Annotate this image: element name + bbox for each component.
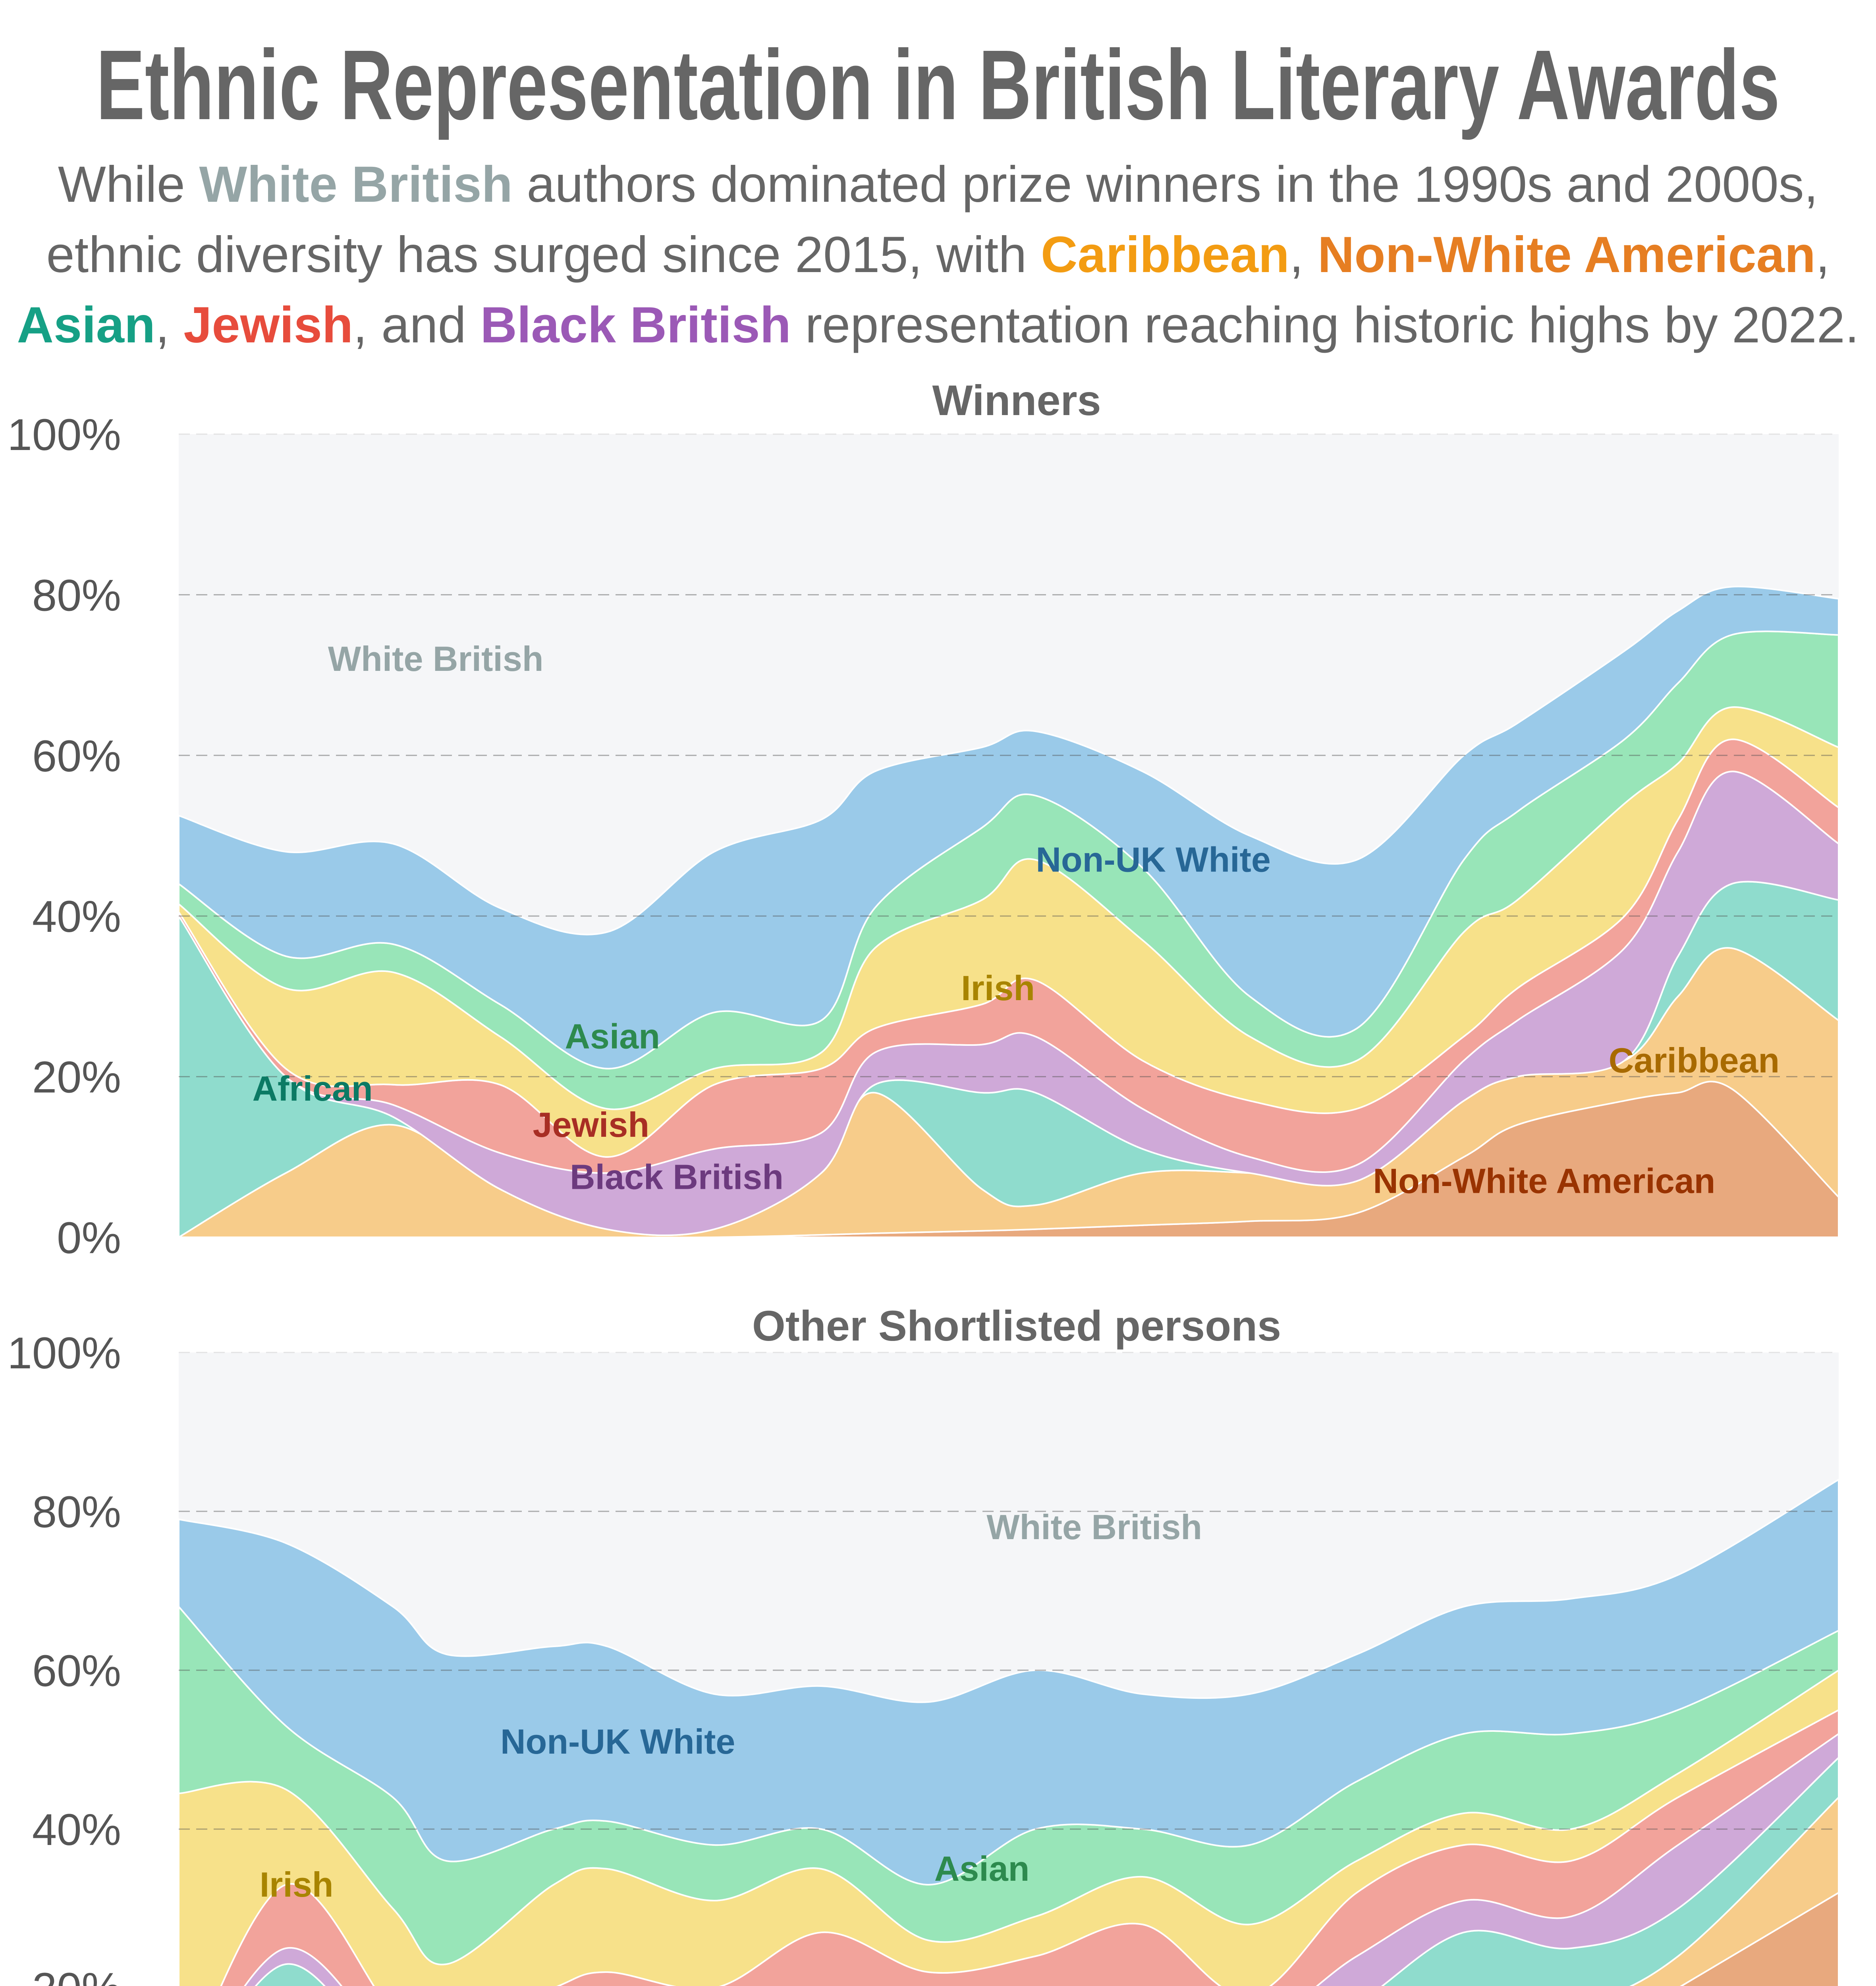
series-label-jewish: Jewish: [533, 1105, 649, 1144]
subtitle-text: representation reaching historic highs b…: [791, 297, 1859, 354]
winners-panel: Winners 0% 20% 40% 60% 80% 100% White British N…: [8, 376, 1839, 1263]
y-tick-label: 100%: [8, 1328, 121, 1378]
subtitle-highlight-black-british-sub: Black British: [480, 297, 791, 354]
subtitle-highlight-asian-sub: Asian: [17, 297, 156, 354]
subtitle-highlight-caribbean-sub: Caribbean: [1041, 226, 1289, 283]
y-tick-label: 80%: [32, 1487, 121, 1537]
y-tick-label: 60%: [32, 1646, 121, 1696]
panel-title-shortlisted: Other Shortlisted persons: [752, 1302, 1281, 1350]
subtitle-text: ,: [1816, 226, 1830, 283]
series-label-non-uk-white: Non-UK White: [500, 1722, 735, 1761]
series-label-irish: Irish: [961, 968, 1035, 1008]
series-label-non-white-american: Non-White American: [1373, 1161, 1715, 1200]
shortlisted-plot: 0%20%40%60%80%100%White BritishNon-White…: [8, 1328, 1839, 1986]
subtitle-text: ,: [1289, 226, 1318, 283]
subtitle-text: ,: [155, 297, 183, 354]
subtitle-highlight-white-british: White British: [199, 156, 512, 213]
shortlisted-panel: Other Shortlisted persons 0%20%40%60%80%…: [8, 1302, 1839, 1986]
y-tick-label: 0%: [57, 1213, 121, 1263]
series-label-black-british: Black British: [570, 1157, 784, 1196]
area-non-uk-white: [178, 1478, 1839, 1886]
series-label-irish: Irish: [260, 1865, 334, 1904]
subtitle-text: While: [58, 156, 199, 213]
subtitle-highlight-jewish-sub: Jewish: [183, 297, 353, 354]
subtitle-highlight-nwa-sub: Non-White American: [1318, 226, 1816, 283]
series-label-asian: Asian: [934, 1849, 1030, 1888]
subtitle-text: ethnic diversity has surged since 2015, …: [46, 226, 1040, 283]
y-tick-label: 20%: [32, 1964, 121, 1986]
series-label-non-uk-white: Non-UK White: [1036, 840, 1270, 879]
panel-title-winners: Winners: [932, 376, 1101, 424]
series-label-white-british: White British: [986, 1507, 1202, 1547]
y-tick-label: 60%: [32, 731, 121, 781]
y-tick-label: 80%: [32, 570, 121, 620]
area-non-uk-white: [178, 585, 1839, 1070]
y-tick-label: 100%: [8, 410, 121, 460]
series-label-caribbean: Caribbean: [1609, 1041, 1779, 1080]
subtitle-line-3: Asian, Jewish, and Black British represe…: [17, 297, 1859, 354]
winners-plot: 0% 20% 40% 60% 80% 100% White British Non-White…: [8, 410, 1839, 1263]
subtitle-line-1: While White British authors dominated pr…: [58, 156, 1818, 213]
series-label-asian: Asian: [565, 1017, 660, 1056]
y-tick-label: 40%: [32, 1805, 121, 1855]
series-label-white-british: White British: [328, 639, 544, 678]
y-tick-label: 40%: [32, 892, 121, 941]
subtitle-text: , and: [353, 297, 480, 354]
subtitle-text: authors dominated prize winners in the 1…: [513, 156, 1818, 213]
series-label-african: African: [253, 1069, 373, 1108]
y-tick-label: 20%: [32, 1053, 121, 1102]
subtitle-line-2: ethnic diversity has surged since 2015, …: [46, 226, 1830, 283]
chart-title: Ethnic Representation in British Literar…: [96, 29, 1780, 140]
